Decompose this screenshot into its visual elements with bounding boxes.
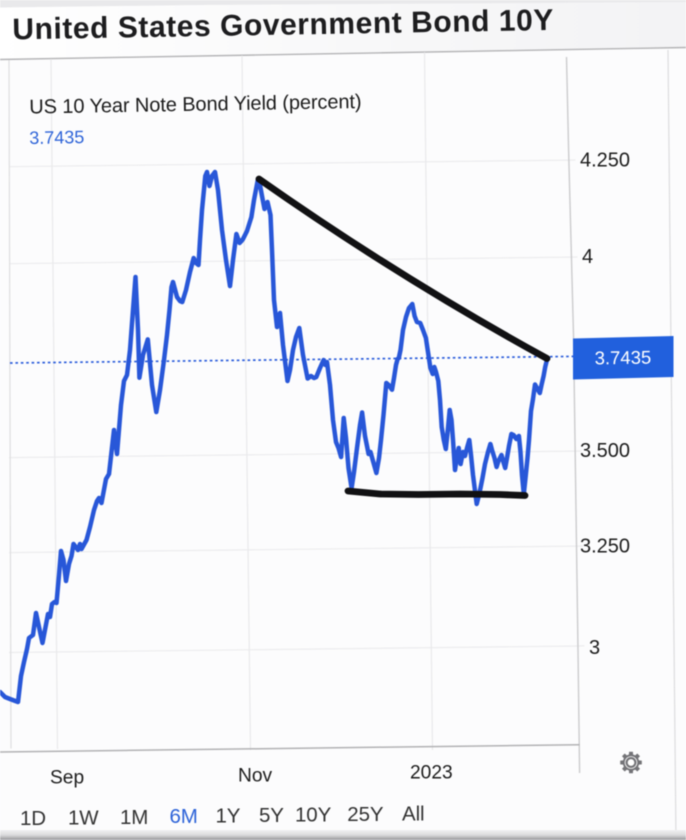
svg-text:All: All <box>402 802 424 825</box>
svg-text:Sep: Sep <box>50 768 84 789</box>
svg-text:1D: 1D <box>20 807 46 830</box>
svg-text:1Y: 1Y <box>216 805 241 828</box>
svg-text:2023: 2023 <box>410 763 453 784</box>
svg-text:4.250: 4.250 <box>580 150 630 172</box>
svg-text:1M: 1M <box>120 806 148 829</box>
svg-text:3.7435: 3.7435 <box>595 347 652 369</box>
svg-text:1W: 1W <box>68 806 99 829</box>
svg-text:25Y: 25Y <box>347 803 384 826</box>
svg-text:3.7435: 3.7435 <box>29 127 84 148</box>
svg-text:Nov: Nov <box>238 766 273 787</box>
svg-text:3: 3 <box>589 637 600 659</box>
svg-text:10Y: 10Y <box>295 804 332 827</box>
svg-text:6M: 6M <box>170 805 198 828</box>
svg-text:5Y: 5Y <box>259 804 284 827</box>
svg-text:3.500: 3.500 <box>580 440 630 462</box>
svg-text:3.250: 3.250 <box>580 536 630 558</box>
svg-text:4: 4 <box>582 246 593 268</box>
